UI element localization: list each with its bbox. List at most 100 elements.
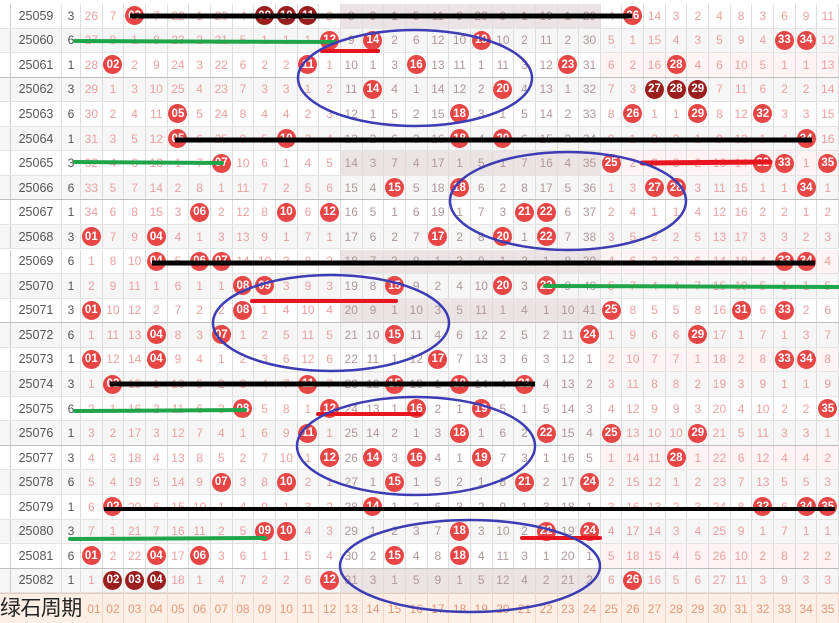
drawn-number-ball: 11: [298, 423, 318, 443]
missing-count-cell: 1: [81, 323, 103, 347]
missing-count-cell: 27: [709, 568, 731, 593]
missing-count-cell: 1: [774, 53, 796, 77]
missing-count-cell: 8: [666, 372, 688, 396]
missing-count-cell: 7: [298, 224, 320, 249]
missing-count-cell: 1: [103, 396, 125, 421]
missing-count-cell: 16: [709, 298, 731, 323]
drawn-number-cell: 25: [601, 298, 623, 323]
missing-count-cell: 8: [298, 249, 320, 274]
missing-count-cell: 4: [752, 249, 775, 274]
drawn-number-cell: 09: [254, 274, 276, 298]
missing-count-cell: 14: [644, 519, 666, 544]
missing-count-cell: 2: [81, 396, 103, 421]
drawn-number-cell: 12: [319, 445, 341, 470]
missing-count-cell: 5: [644, 298, 666, 323]
missing-count-cell: 10: [189, 495, 211, 519]
missing-count-cell: 8: [428, 544, 450, 568]
missing-count-cell: 6: [514, 126, 536, 151]
missing-count-cell: 4: [687, 53, 710, 77]
missing-count-cell: 22: [211, 53, 233, 77]
missing-count-cell: 6: [254, 151, 276, 175]
table-row: 25072 6 1 11 13 04 8 3 07 1 2 5 11 5 21 10 15 11 4 6 12 2 5 2 11…: [0, 323, 839, 348]
missing-count-cell: 3: [579, 396, 601, 421]
missing-count-cell: 9: [189, 470, 211, 494]
drawn-number-ball: 12: [320, 448, 340, 468]
missing-count-cell: 13: [536, 77, 558, 102]
cycle-cell: 1: [62, 568, 81, 593]
missing-count-cell: 19: [558, 519, 580, 544]
period-cell: 25076: [10, 421, 62, 445]
period-cell: 25061: [10, 53, 62, 77]
missing-count-cell: 9: [623, 323, 645, 347]
missing-count-cell: 3: [211, 544, 233, 568]
missing-count-cell: 9: [731, 28, 753, 53]
missing-count-cell: 7: [362, 249, 385, 274]
drawn-number-cell: 18: [449, 519, 471, 544]
missing-count-cell: 38: [579, 224, 601, 249]
missing-count-cell: 2: [536, 323, 558, 347]
missing-count-cell: 2: [796, 298, 818, 323]
missing-count-cell: 3: [774, 102, 796, 126]
missing-count-cell: 7: [146, 4, 168, 28]
missing-count-cell: 4: [731, 396, 753, 421]
missing-count-cell: 5: [428, 470, 450, 494]
drawn-number-cell: 28: [665, 53, 688, 77]
missing-count-cell: 3: [536, 495, 558, 519]
drawn-number-ball: 25: [601, 423, 621, 443]
missing-count-cell: 8: [233, 102, 255, 126]
missing-count-cell: 7: [471, 200, 493, 224]
drawn-number-ball: 28: [666, 448, 686, 468]
missing-count-cell: 3: [644, 151, 666, 175]
drawn-number-ball: 18: [450, 521, 470, 541]
drawn-number-ball: 33: [774, 251, 794, 271]
missing-count-cell: 8: [363, 274, 385, 298]
period-cell: 25079: [10, 495, 62, 519]
footer-number: 13: [341, 594, 363, 623]
missing-count-cell: 10: [341, 53, 363, 77]
drawn-number-ball: 17: [428, 227, 448, 247]
missing-count-cell: 10: [644, 421, 666, 445]
missing-count-cell: 5: [449, 298, 471, 323]
drawn-number-ball: 25: [601, 300, 621, 320]
missing-count-cell: 1: [211, 495, 233, 519]
drawn-number-ball: 06: [190, 251, 210, 271]
drawn-number-ball: 15: [385, 178, 405, 198]
missing-count-cell: 6: [558, 200, 580, 224]
period-cell: 25071: [10, 298, 62, 323]
missing-count-cell: 6: [493, 421, 515, 445]
drawn-number-cell: 15: [384, 470, 406, 494]
missing-count-cell: 5: [319, 151, 341, 175]
missing-count-cell: 6: [774, 495, 796, 519]
missing-count-cell: 4: [601, 4, 623, 28]
table-row: 25059 3 26 7 03 7 22 1 20 4 09 10 11 2 8 9 1 5 11 9 29 9 1 10 1 2…: [0, 4, 839, 29]
drawn-number-ball: 10: [276, 521, 296, 541]
period-cell: 25078: [10, 470, 62, 494]
drawn-number-cell: 32: [752, 151, 775, 175]
missing-count-cell: 4: [211, 568, 233, 593]
missing-count-cell: 5: [687, 544, 710, 568]
drawn-number-ball: 02: [103, 374, 123, 394]
missing-count-cell: 3: [233, 470, 255, 494]
drawn-number-ball: 06: [190, 546, 210, 566]
missing-count-cell: 8: [340, 4, 363, 28]
drawn-number-ball: 34: [796, 497, 816, 517]
missing-count-cell: 3: [687, 28, 710, 53]
missing-count-cell: 5: [189, 372, 211, 396]
missing-count-cell: 3: [514, 445, 536, 470]
drawn-number-cell: 20: [493, 274, 515, 298]
drawn-number-cell: 16: [406, 396, 428, 421]
period-cell: 25062: [10, 77, 62, 102]
missing-count-cell: 6: [730, 445, 753, 470]
missing-count-cell: 1: [774, 372, 796, 396]
missing-count-cell: 4: [319, 544, 341, 568]
missing-count-cell: 1: [384, 568, 406, 593]
drawn-number-ball: 15: [385, 472, 405, 492]
missing-count-cell: 11: [298, 323, 320, 347]
missing-count-cell: 1: [514, 224, 536, 249]
missing-count-cell: 3: [168, 200, 190, 224]
missing-count-cell: 8: [405, 249, 428, 274]
missing-count-cell: 2: [795, 544, 818, 568]
missing-count-cell: 9: [103, 274, 125, 298]
missing-count-cell: 6: [644, 323, 666, 347]
drawn-number-cell: 10: [276, 200, 298, 224]
